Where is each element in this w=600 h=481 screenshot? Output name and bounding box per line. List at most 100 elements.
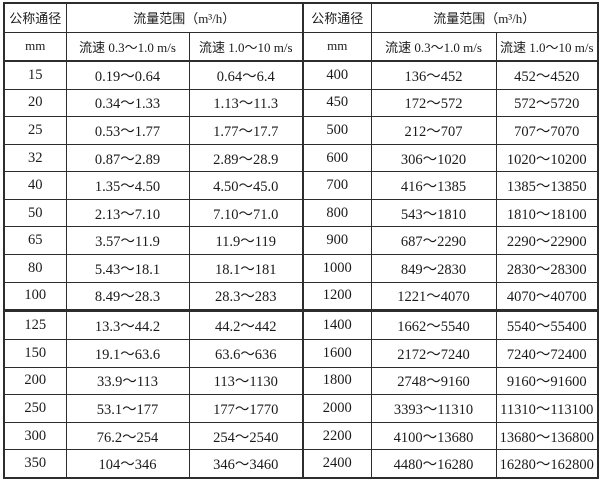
flow-high-cell: 4070～40700	[495, 281, 599, 312]
flow-high-cell: 707～7070	[495, 116, 599, 145]
diameter-cell: 150	[3, 339, 67, 368]
table-row: 65 3.57～11.9 11.9～119 900 687～2290 2290～22900	[3, 226, 599, 255]
flow-low-cell: 849～2830	[370, 253, 497, 283]
flow-high-cell: 1.13～11.3	[188, 88, 304, 118]
flow-low-cell: 76.2～254	[65, 421, 190, 451]
table-row: 350 104～346 346～3460 2400 4480～16280 16280～16…	[3, 449, 599, 479]
flow-low-cell: 172～572	[370, 88, 497, 118]
header-row-sub: mm 流速 0.3～1.0 m/s 流速 1.0～10 m/s mm 流速 0.…	[3, 31, 599, 62]
diameter-cell: 25	[3, 116, 67, 145]
flow-low-cell: 33.9～113	[65, 366, 190, 396]
flow-low-cell: 687～2290	[370, 226, 497, 255]
table-row: 150 19.1～63.6 63.6～636 1600 2172～7240 7240～72…	[3, 339, 599, 368]
flow-high-cell: 572～5720	[495, 88, 599, 118]
diameter-cell: 80	[3, 253, 67, 283]
flow-low-cell: 19.1～63.6	[65, 339, 190, 368]
diameter-cell: 50	[3, 198, 67, 228]
diameter-header-left: 公称通径	[3, 2, 67, 33]
diameter-cell: 125	[3, 309, 67, 341]
diameter-cell: 1800	[302, 366, 372, 396]
flow-low-cell: 2.13～7.10	[65, 198, 190, 228]
table-row: 40 1.35～4.50 4.50～45.0 700 416～1385 1385～1385…	[3, 171, 599, 200]
flow-high-cell: 346～3460	[188, 449, 304, 479]
diameter-cell: 900	[302, 226, 372, 255]
flow-high-cell: 18.1～181	[188, 253, 304, 283]
diameter-cell: 1400	[302, 309, 372, 341]
flow-high-cell: 5540～55400	[495, 309, 599, 341]
flow-low-cell: 136～452	[370, 60, 497, 90]
flow-high-cell: 1385～13850	[495, 171, 599, 200]
flow-high-cell: 1810～18100	[495, 198, 599, 228]
flow-low-cell: 8.49～28.3	[65, 281, 190, 312]
diameter-cell: 200	[3, 366, 67, 396]
diameter-cell: 40	[3, 171, 67, 200]
flow-low-cell: 3.57～11.9	[65, 226, 190, 255]
velocity-low-header-left: 流速 0.3～1.0 m/s	[65, 31, 190, 62]
table-row: 25 0.53～1.77 1.77～17.7 500 212～707 707～7070	[3, 116, 599, 145]
flow-low-cell: 212～707	[370, 116, 497, 145]
flow-low-cell: 3393～11310	[370, 394, 497, 423]
flow-high-cell: 0.64～6.4	[188, 60, 304, 90]
flow-high-cell: 11.9～119	[188, 226, 304, 255]
diameter-cell: 20	[3, 88, 67, 118]
flow-high-cell: 7.10～71.0	[188, 198, 304, 228]
table-row: 15 0.19～0.64 0.64～6.4 400 136～452 452～4520	[3, 60, 599, 90]
table-row: 250 53.1～177 177～1770 2000 3393～11310 11310～1…	[3, 394, 599, 423]
flow-low-cell: 1221～4070	[370, 281, 497, 312]
unit-header-left: mm	[3, 31, 67, 62]
diameter-cell: 800	[302, 198, 372, 228]
flow-range-header-right: 流量范围（m³/h）	[370, 2, 599, 33]
flow-high-cell: 2.89～28.9	[188, 143, 304, 173]
diameter-header-right: 公称通径	[302, 2, 372, 33]
flow-low-cell: 0.87～2.89	[65, 143, 190, 173]
flow-high-cell: 7240～72400	[495, 339, 599, 368]
flow-low-cell: 5.43～18.1	[65, 253, 190, 283]
table-row: 80 5.43～18.1 18.1～181 1000 849～2830 2830～2830…	[3, 253, 599, 283]
flow-low-cell: 306～1020	[370, 143, 497, 173]
flow-high-cell: 1.77～17.7	[188, 116, 304, 145]
flow-low-cell: 53.1～177	[65, 394, 190, 423]
flow-high-cell: 4.50～45.0	[188, 171, 304, 200]
table-header: 公称通径 流量范围（m³/h） 公称通径 流量范围（m³/h） mm 流速 0.…	[3, 2, 599, 62]
flow-range-header-left: 流量范围（m³/h）	[65, 2, 304, 33]
diameter-cell: 400	[302, 60, 372, 90]
diameter-cell: 2200	[302, 421, 372, 451]
flow-low-cell: 1662～5540	[370, 309, 497, 341]
table-body: 15 0.19～0.64 0.64～6.4 400 136～452 452～4520 20 0…	[3, 60, 599, 479]
table-row: 100 8.49～28.3 28.3～283 1200 1221～4070 4070～40…	[3, 281, 599, 312]
table-row: 300 76.2～254 254～2540 2200 4100～13680 13680～1…	[3, 421, 599, 451]
flow-low-cell: 416～1385	[370, 171, 497, 200]
flow-high-cell: 63.6～636	[188, 339, 304, 368]
diameter-cell: 15	[3, 60, 67, 90]
velocity-high-header-right: 流速 1.0～10 m/s	[495, 31, 599, 62]
table-row: 125 13.3～44.2 44.2～442 1400 1662～5540 5540～55…	[3, 309, 599, 341]
flow-high-cell: 1020～10200	[495, 143, 599, 173]
flow-high-cell: 2830～28300	[495, 253, 599, 283]
velocity-high-header-left: 流速 1.0～10 m/s	[188, 31, 304, 62]
flow-low-cell: 13.3～44.2	[65, 309, 190, 341]
diameter-cell: 1200	[302, 281, 372, 312]
flow-high-cell: 28.3～283	[188, 281, 304, 312]
flow-low-cell: 4100～13680	[370, 421, 497, 451]
diameter-cell: 700	[302, 171, 372, 200]
flow-low-cell: 4480～16280	[370, 449, 497, 479]
diameter-cell: 2000	[302, 394, 372, 423]
flow-high-cell: 16280～162800	[495, 449, 599, 479]
diameter-cell: 500	[302, 116, 372, 145]
header-row-top: 公称通径 流量范围（m³/h） 公称通径 流量范围（m³/h）	[3, 2, 599, 33]
flow-high-cell: 9160～91600	[495, 366, 599, 396]
table-row: 200 33.9～113 113～1130 1800 2748～9160 9160～916…	[3, 366, 599, 396]
diameter-cell: 350	[3, 449, 67, 479]
flow-low-cell: 543～1810	[370, 198, 497, 228]
flow-high-cell: 11310～113100	[495, 394, 599, 423]
flow-range-table: 公称通径 流量范围（m³/h） 公称通径 流量范围（m³/h） mm 流速 0.…	[3, 2, 599, 479]
flow-low-cell: 1.35～4.50	[65, 171, 190, 200]
flow-low-cell: 2172～7240	[370, 339, 497, 368]
diameter-cell: 450	[302, 88, 372, 118]
flow-high-cell: 452～4520	[495, 60, 599, 90]
diameter-cell: 1600	[302, 339, 372, 368]
flow-high-cell: 44.2～442	[188, 309, 304, 341]
diameter-cell: 1000	[302, 253, 372, 283]
flow-low-cell: 0.34～1.33	[65, 88, 190, 118]
